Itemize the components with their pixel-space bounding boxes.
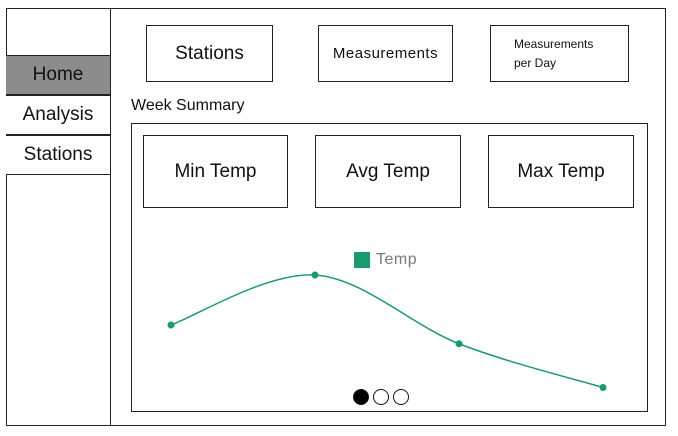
page-dot-2[interactable]	[373, 389, 389, 405]
pagination	[353, 389, 409, 405]
sidebar-item-label: Analysis	[22, 104, 94, 125]
max-temp-label: Max Temp	[517, 160, 605, 182]
sidebar-item-analysis[interactable]: Analysis	[6, 95, 110, 135]
avg-temp-card[interactable]: Avg Temp	[315, 135, 461, 208]
chart-legend: Temp	[354, 251, 417, 269]
sidebar-item-label: Stations	[23, 144, 93, 165]
measurements-card-label: Measurements	[332, 45, 439, 62]
page-dot-3[interactable]	[393, 389, 409, 405]
app-frame	[6, 8, 666, 426]
avg-temp-label: Avg Temp	[346, 160, 430, 182]
measurements-per-day-label-line1: Measurements	[514, 36, 594, 51]
measurements-per-day-card[interactable]: Measurements per Day	[490, 25, 629, 82]
page-dot-1[interactable]	[353, 389, 369, 405]
max-temp-card[interactable]: Max Temp	[488, 135, 634, 208]
sidebar-item-stations[interactable]: Stations	[6, 135, 110, 175]
sidebar-item-home[interactable]: Home	[6, 55, 110, 95]
measurements-per-day-label-line2: per Day	[514, 55, 557, 70]
stations-card[interactable]: Stations	[146, 25, 273, 82]
min-temp-card[interactable]: Min Temp	[143, 135, 288, 208]
min-temp-label: Min Temp	[174, 160, 257, 182]
week-summary-panel	[131, 123, 648, 412]
legend-swatch	[354, 252, 370, 268]
legend-label: Temp	[376, 251, 418, 268]
sidebar: Home Analysis Stations	[6, 8, 111, 426]
measurements-card[interactable]: Measurements	[318, 25, 453, 82]
week-summary-title: Week Summary	[131, 97, 245, 114]
sidebar-item-label: Home	[32, 64, 84, 85]
stations-card-label: Stations	[175, 42, 244, 64]
